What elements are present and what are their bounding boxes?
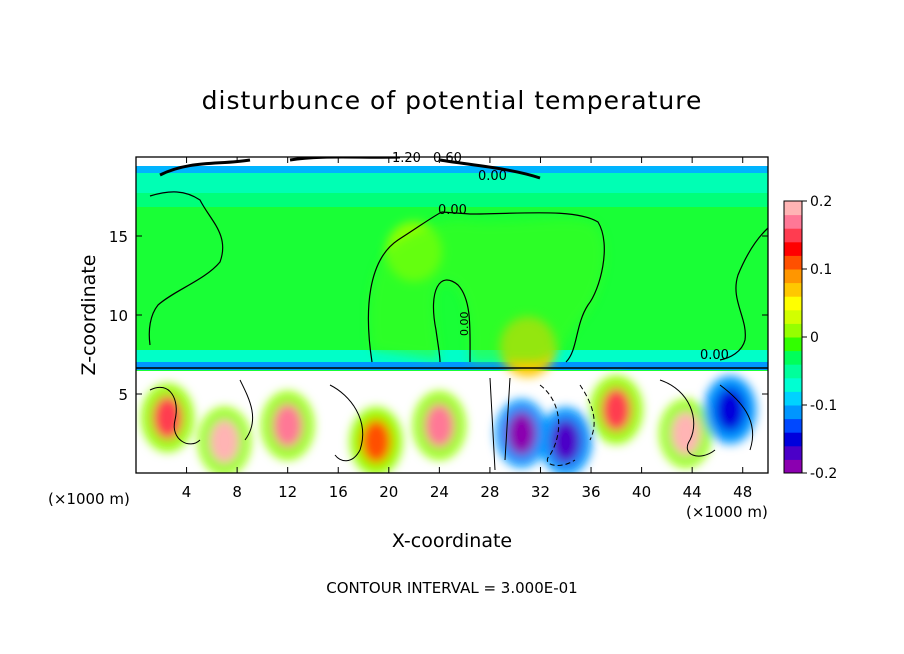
y-tick-label: 10	[109, 307, 128, 325]
x-tick-label: 44	[683, 483, 702, 501]
blob-core	[209, 419, 240, 464]
bubble-field	[369, 219, 605, 362]
left-contour	[148, 191, 224, 346]
upper-band-blue	[136, 165, 768, 173]
right-contour	[719, 227, 768, 361]
x-unit-label-right: (×1000 m)	[686, 503, 768, 521]
blob-core	[506, 411, 537, 456]
colorbar-swatch	[784, 377, 802, 392]
contour-label-5: 0.00	[700, 348, 729, 363]
upper-band-cyan	[136, 173, 768, 193]
y-tick-label: 5	[118, 386, 128, 404]
colorbar-swatch	[784, 201, 802, 216]
colorbar-swatch	[784, 445, 802, 460]
colorbar-swatch	[784, 296, 802, 311]
x-axis-ticks: 4 8 12 16 20 24 28 32 36 40 44 48	[182, 157, 752, 501]
contour-label-4: 0.00	[438, 203, 467, 218]
colorbar-tick-label: 0.1	[810, 262, 832, 278]
x-tick-label: 12	[278, 483, 297, 501]
x-tick-label: 8	[232, 483, 242, 501]
colorbar-swatch	[784, 418, 802, 433]
blob-core	[361, 419, 392, 464]
x-tick-label: 40	[632, 483, 651, 501]
chart-title: disturbunce of potential temperature	[201, 86, 703, 115]
colorbar-swatch	[784, 282, 802, 297]
x-tick-label: 4	[182, 483, 192, 501]
blob-core	[670, 411, 701, 456]
colorbar-swatch	[784, 255, 802, 270]
colorbar-swatch	[784, 309, 802, 324]
bubble-contour	[367, 211, 605, 363]
blob-core	[550, 419, 581, 464]
colorbar-swatch	[784, 269, 802, 284]
x-tick-label: 32	[531, 483, 550, 501]
colorbar-swatch	[784, 337, 802, 352]
colorbar-tick-label: 0	[810, 330, 819, 346]
tropo-band-blue	[136, 362, 768, 370]
colorbar-swatch	[784, 432, 802, 447]
x-unit-label: (×1000 m)	[48, 490, 130, 508]
blob-core	[715, 387, 746, 432]
blob-core	[424, 403, 455, 448]
x-tick-label: 20	[379, 483, 398, 501]
x-tick-label: 36	[581, 483, 600, 501]
plot-field	[136, 157, 768, 473]
y-axis-ticks: 5 10 15	[109, 228, 768, 404]
colorbar-swatch	[784, 459, 802, 474]
contour-label-2: 0.60	[433, 151, 462, 166]
contour-label-3: 0.00	[478, 169, 507, 184]
x-axis-title: X-coordinate	[392, 530, 512, 552]
colorbar-swatch	[784, 214, 802, 229]
colorbar-swatch	[784, 241, 802, 256]
colorbar	[784, 201, 802, 474]
x-tick-label: 24	[430, 483, 449, 501]
y-axis-title: Z-coordinate	[78, 255, 100, 376]
x-tick-label: 16	[329, 483, 348, 501]
colorbar-tick-label: -0.1	[810, 398, 837, 414]
contour-label-1: 1.20	[392, 151, 421, 166]
contour-label-6: 0.00	[458, 312, 471, 337]
blob-core	[601, 387, 632, 432]
y-tick-label: 15	[109, 228, 128, 246]
colorbar-swatch	[784, 350, 802, 365]
colorbar-swatch	[784, 391, 802, 406]
lower-contours	[149, 377, 754, 471]
x-tick-label: 48	[733, 483, 752, 501]
blob-core	[152, 395, 183, 440]
colorbar-tick-label: -0.2	[810, 466, 837, 482]
colorbar-ticks: 0.2 0.1 0 -0.1 -0.2	[802, 194, 837, 482]
colorbar-tick-label: 0.2	[810, 194, 832, 210]
colorbar-swatch	[784, 228, 802, 243]
contour-interval-footer: CONTOUR INTERVAL = 3.000E-01	[326, 579, 577, 597]
colorbar-swatch	[784, 405, 802, 420]
colorbar-swatch	[784, 364, 802, 379]
upper-band-green	[136, 193, 768, 207]
colorbar-swatch	[784, 323, 802, 338]
blob-core	[272, 403, 303, 448]
x-tick-label: 28	[480, 483, 499, 501]
